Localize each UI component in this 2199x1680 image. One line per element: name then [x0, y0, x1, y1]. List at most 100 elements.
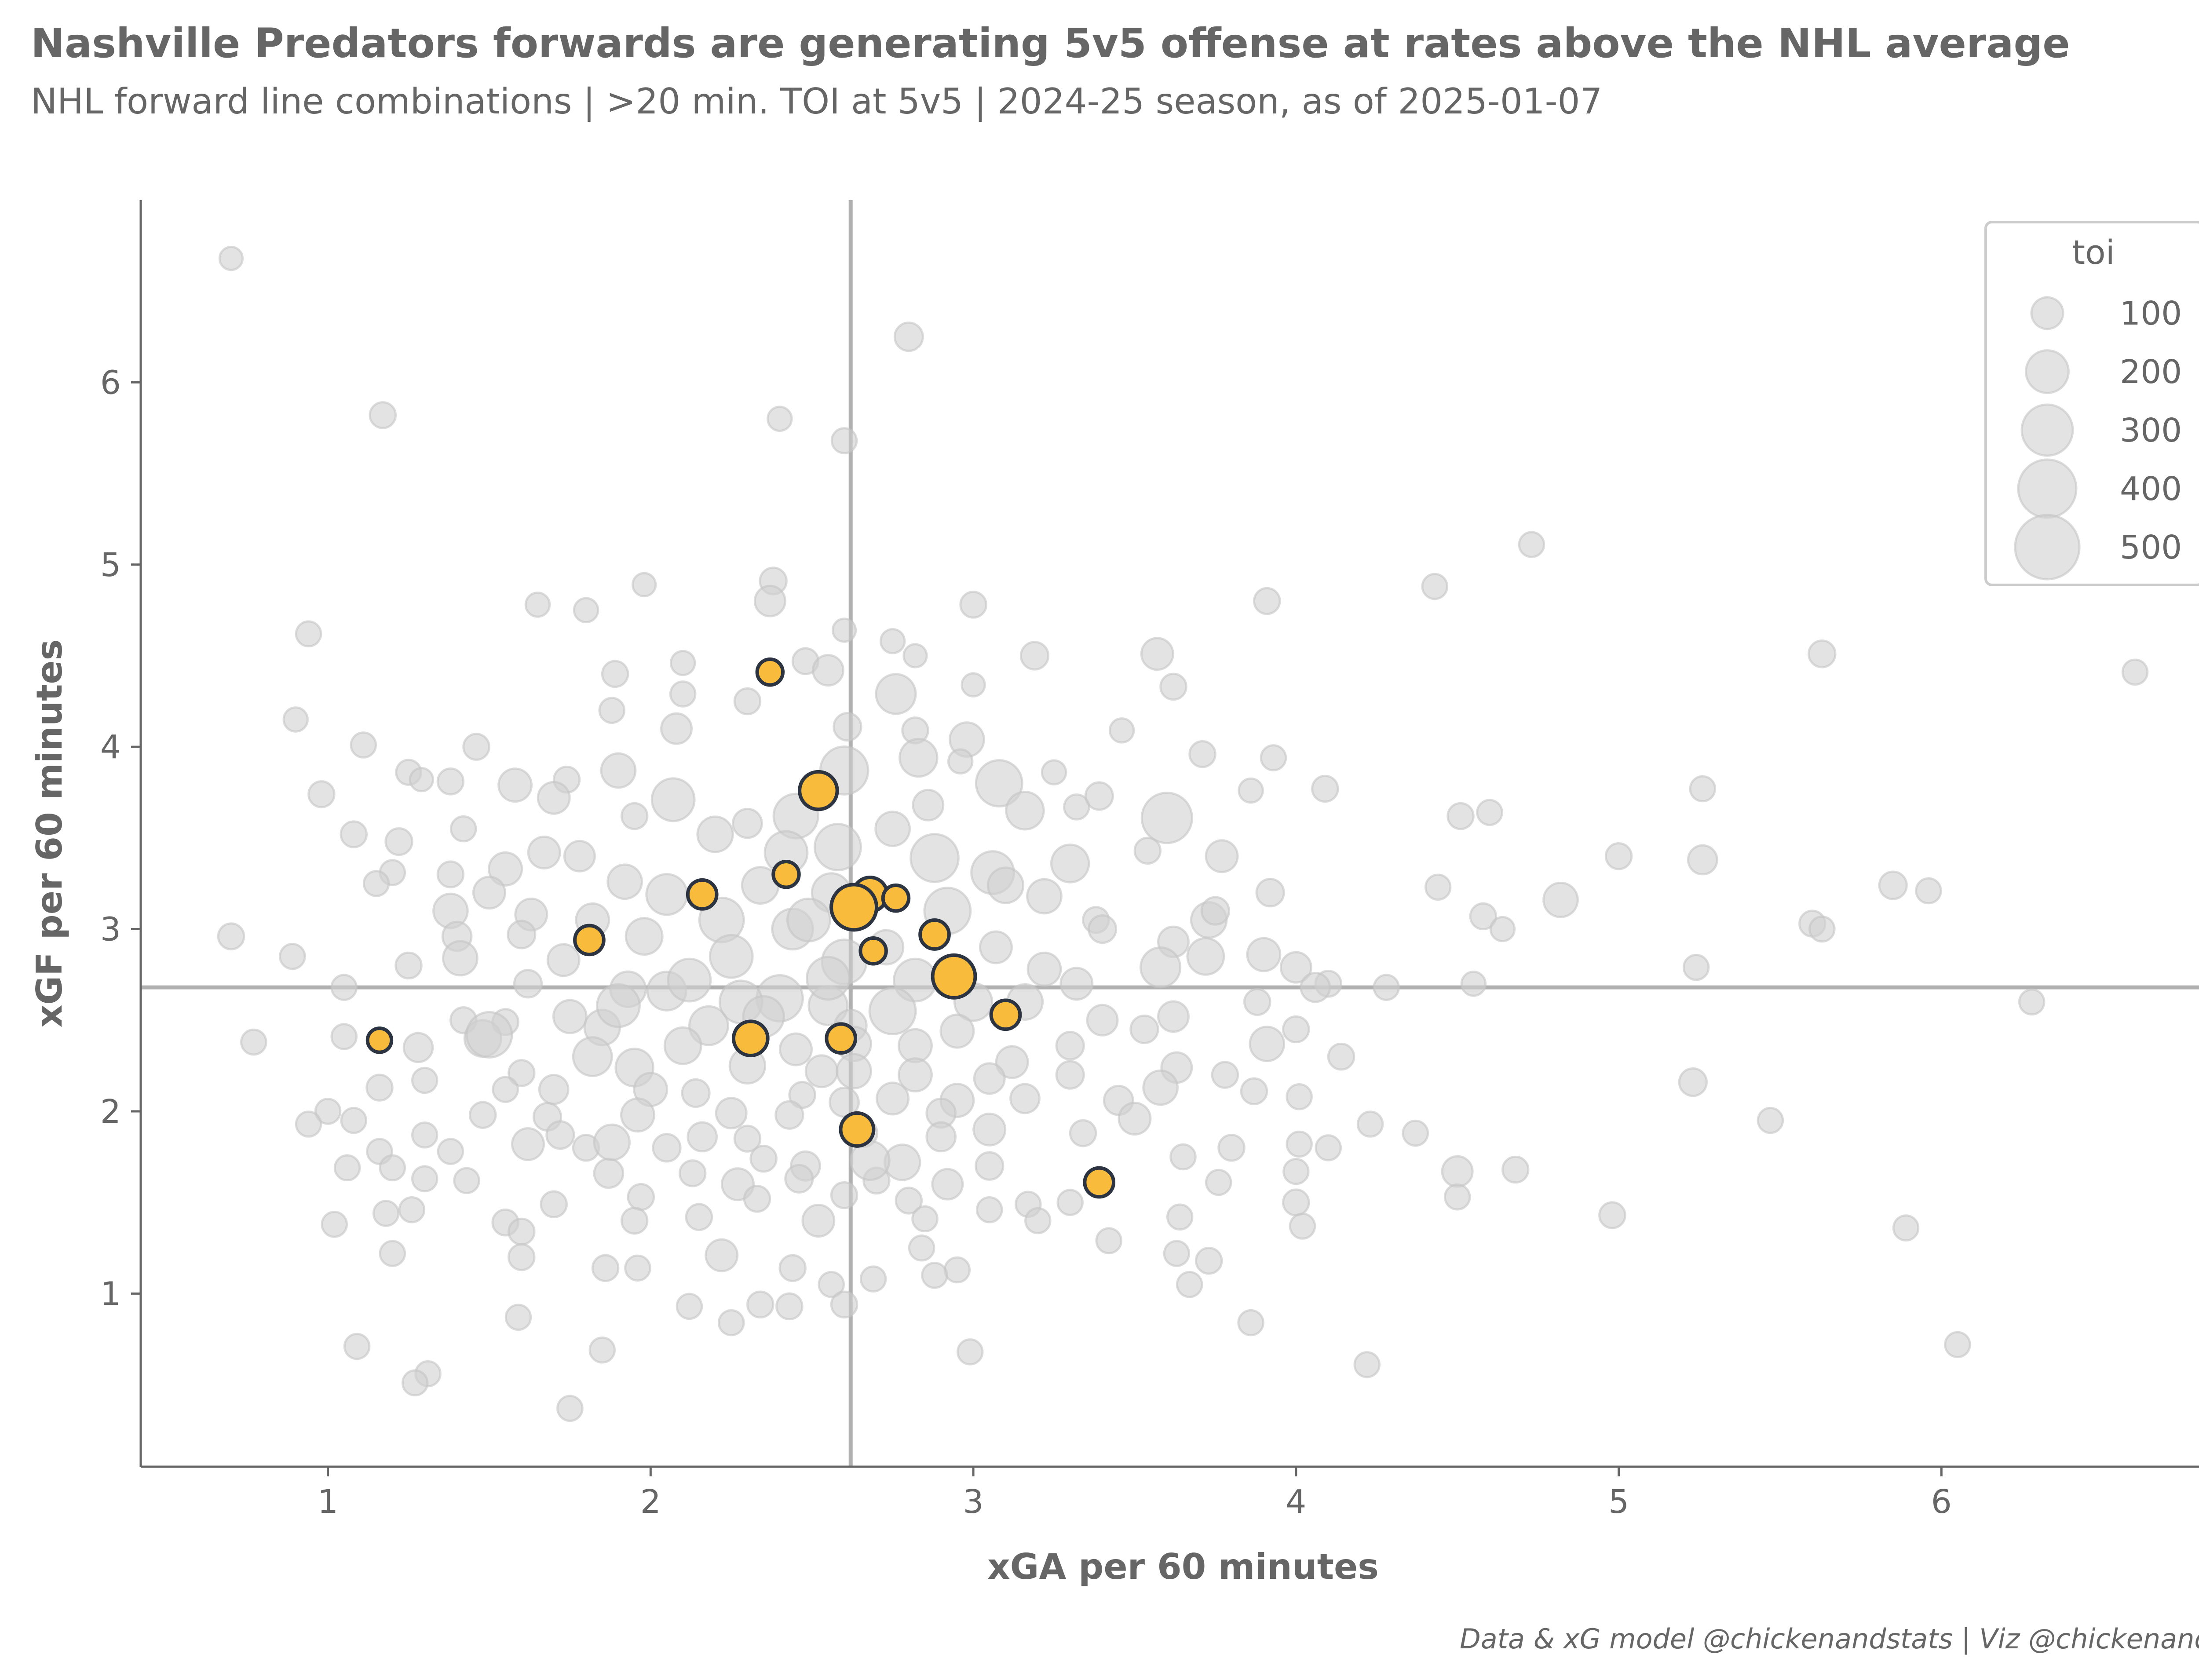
league-point: [333, 1154, 361, 1182]
league-point: [524, 592, 551, 618]
league-point: [1041, 759, 1067, 785]
legend-entries: 100 200 300 400 500: [2014, 295, 2182, 581]
league-point: [1009, 1083, 1041, 1114]
league-point: [330, 974, 358, 1001]
league-point: [1542, 881, 1579, 918]
league-point: [912, 789, 945, 822]
team-point: [931, 953, 977, 1000]
league-point: [830, 1181, 858, 1209]
legend-title: toi: [2072, 233, 2115, 272]
league-point: [411, 1121, 438, 1149]
league-point: [563, 840, 596, 873]
league-point: [1050, 844, 1090, 884]
league-point: [508, 1217, 536, 1246]
league-point: [910, 833, 960, 883]
league-point: [1808, 915, 1836, 943]
league-point: [1353, 1351, 1381, 1378]
league-point: [546, 943, 581, 977]
league-point: [240, 1028, 267, 1056]
league-point: [1108, 717, 1135, 744]
league-point: [593, 1123, 631, 1161]
league-point: [436, 860, 465, 888]
league-point: [898, 1028, 933, 1063]
league-point: [1140, 792, 1193, 844]
league-point: [1005, 790, 1045, 831]
league-point: [830, 427, 858, 454]
league-point: [593, 1158, 625, 1189]
x-tick-label: 3: [963, 1483, 984, 1521]
league-point: [709, 934, 754, 979]
league-point: [1019, 641, 1050, 671]
league-point: [362, 870, 390, 897]
legend-marker: [2025, 349, 2070, 394]
league-point: [685, 1203, 713, 1231]
team-point: [686, 878, 719, 911]
league-point: [402, 1032, 434, 1063]
league-point: [813, 823, 862, 872]
league-point: [833, 712, 862, 742]
league-point: [753, 584, 786, 617]
league-point: [1249, 1026, 1286, 1062]
league-point: [462, 733, 490, 761]
league-point: [1441, 1155, 1474, 1188]
league-point: [931, 1168, 964, 1201]
axes: [139, 200, 2199, 1468]
league-point: [1402, 1119, 1429, 1147]
team-point: [918, 918, 951, 951]
league-point: [1055, 1060, 1085, 1090]
league-point: [218, 245, 244, 271]
league-point: [492, 1076, 519, 1103]
league-point: [1026, 951, 1062, 987]
league-point: [1460, 971, 1487, 997]
league-points: [217, 245, 2149, 1422]
league-point: [527, 836, 561, 870]
legend-marker: [2030, 296, 2064, 330]
league-point: [1026, 878, 1063, 915]
chart-title: Nashville Predators forwards are generat…: [31, 20, 2070, 67]
league-point: [660, 712, 693, 745]
league-point: [1604, 842, 1633, 870]
league-point: [453, 1167, 480, 1194]
league-point: [513, 969, 543, 999]
league-point: [601, 660, 629, 688]
league-point: [1087, 914, 1118, 944]
league-point: [778, 1254, 807, 1282]
team-point: [858, 936, 888, 966]
league-point: [436, 767, 465, 796]
league-point: [1944, 1331, 1971, 1359]
league-point: [365, 1074, 394, 1102]
league-point: [1421, 573, 1449, 600]
league-point: [746, 1290, 774, 1318]
league-point: [705, 1238, 739, 1272]
team-points: [365, 657, 1116, 1199]
league-point: [1084, 781, 1114, 811]
league-point: [975, 759, 1023, 808]
league-point: [2018, 988, 2046, 1016]
league-point: [437, 1138, 464, 1165]
league-point: [1200, 896, 1230, 926]
y-axis-label: xGF per 60 minutes: [29, 639, 70, 1028]
league-point: [733, 687, 762, 716]
league-point: [409, 767, 434, 793]
league-point: [1140, 637, 1174, 671]
league-point: [804, 1054, 839, 1088]
league-point: [1069, 1119, 1097, 1147]
y-tick-label: 2: [100, 1093, 121, 1131]
league-point: [620, 1097, 655, 1133]
league-point: [1163, 1240, 1191, 1267]
league-point: [627, 1183, 655, 1211]
team-point: [755, 657, 785, 687]
league-point: [650, 777, 696, 822]
league-point: [1176, 1271, 1203, 1298]
league-point: [1878, 870, 1908, 900]
credit-text: Data & xG model @chickenandstats | Viz @…: [1460, 1623, 2199, 1655]
league-point: [1059, 967, 1094, 1001]
league-point: [596, 983, 641, 1028]
league-point: [295, 620, 322, 647]
league-point: [774, 1100, 804, 1130]
league-point: [411, 1165, 438, 1193]
league-point: [939, 1013, 975, 1049]
league-point: [1476, 799, 1503, 826]
league-point: [1055, 1031, 1085, 1061]
